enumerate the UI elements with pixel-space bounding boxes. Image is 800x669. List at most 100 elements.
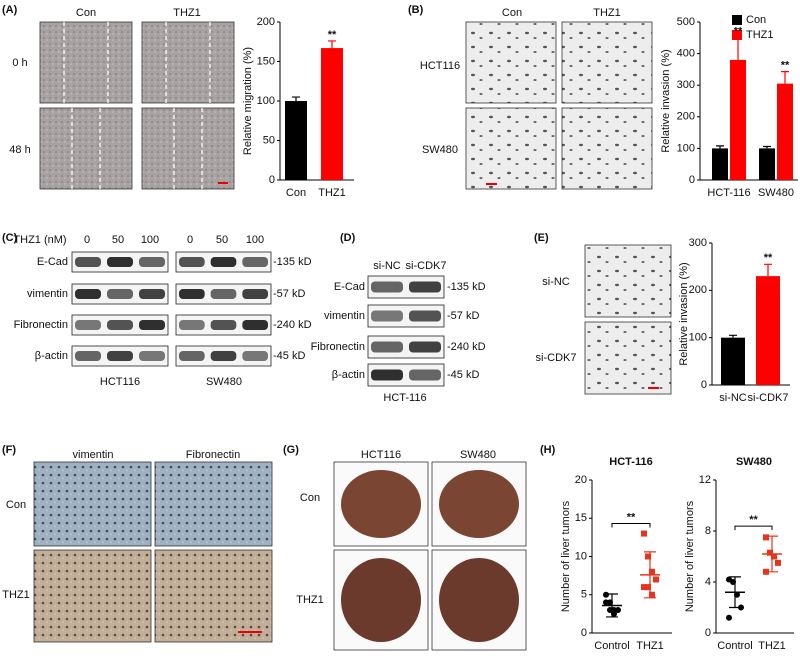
- label: Fibronectin: [186, 449, 240, 461]
- bar: [721, 337, 745, 385]
- y-tick-label: 500: [677, 16, 695, 28]
- point: [767, 549, 773, 556]
- label: si-CDK7: [406, 260, 447, 272]
- blot-band: [107, 320, 133, 330]
- y-tick-label: 0: [689, 174, 695, 186]
- y-tick-label: 12: [699, 474, 711, 486]
- y-tick-label: 200: [257, 16, 275, 28]
- y-tick-label: 20: [575, 474, 587, 486]
- point: [649, 591, 655, 598]
- label: (H): [540, 444, 556, 456]
- point: [775, 559, 781, 566]
- blot-band: [179, 257, 205, 267]
- label: (E): [534, 232, 549, 244]
- blot-band: [75, 257, 101, 267]
- blot-band: [242, 351, 268, 361]
- blot-band: [75, 289, 101, 299]
- label: β-actin: [332, 369, 365, 381]
- blot-band: [210, 257, 237, 267]
- y-axis-label: Number of liver tumors: [684, 500, 696, 612]
- y-tick-label: 300: [689, 237, 707, 249]
- blot-band: [409, 341, 441, 353]
- y-axis-label: Relative invasion (%): [678, 262, 690, 365]
- y-tick-label: 150: [257, 55, 275, 67]
- label: E-Cad: [37, 256, 68, 268]
- label: si-CDK7: [536, 352, 577, 364]
- y-tick-label: 0: [581, 627, 587, 639]
- label: Con: [76, 7, 96, 19]
- label: 100: [246, 234, 264, 246]
- point: [771, 553, 777, 560]
- x-tick-label: SW480: [758, 187, 794, 199]
- blot-band: [242, 289, 268, 299]
- blot-band: [107, 351, 133, 361]
- y-tick-label: 5: [581, 589, 587, 601]
- image-panel: [465, 21, 557, 104]
- label: -240 kD: [447, 341, 486, 353]
- blot-band: [371, 369, 403, 381]
- x-tick-label: Control: [717, 640, 752, 652]
- label: 0: [187, 234, 193, 246]
- y-tick-label: 100: [677, 142, 695, 154]
- x-tick-label: HCT-116: [707, 187, 750, 199]
- x-tick-label: THZ1: [758, 640, 786, 652]
- label: -45 kD: [447, 369, 479, 381]
- legend-label: Con: [746, 14, 766, 26]
- bar: [321, 48, 343, 180]
- label: 100: [141, 234, 159, 246]
- point: [645, 553, 651, 560]
- label: β-actin: [35, 350, 68, 362]
- bracket: [734, 525, 773, 531]
- y-tick-label: 8: [705, 525, 711, 537]
- error-bar: [729, 334, 737, 338]
- y-tick-label: 4: [705, 576, 711, 588]
- label: THZ1: [173, 7, 201, 19]
- label: (F): [2, 444, 16, 456]
- image-panel: [465, 107, 557, 190]
- x-tick-label: si-CDK7: [748, 392, 789, 404]
- y-tick-label: 200: [689, 284, 707, 296]
- blot-band: [75, 351, 101, 361]
- sd-bar: [766, 535, 778, 573]
- bar: [756, 276, 780, 385]
- significance: **: [781, 60, 790, 72]
- blot-band: [210, 289, 237, 299]
- sd-bar: [644, 551, 656, 599]
- image-panel: [141, 21, 235, 104]
- label: (A): [2, 4, 18, 16]
- label: -45 kD: [273, 350, 305, 362]
- error-bar: [764, 263, 772, 277]
- label: 50: [112, 234, 124, 246]
- y-axis-label: Relative invasion (%): [660, 49, 672, 152]
- blot-band: [179, 289, 205, 299]
- point: [603, 591, 609, 598]
- label: HCT116: [361, 449, 401, 461]
- blot-band: [179, 320, 205, 330]
- y-axis-label: Number of liver tumors: [560, 500, 572, 612]
- error-bar: [716, 145, 724, 149]
- image-panel: [33, 549, 152, 643]
- blot-band: [210, 351, 237, 361]
- bar: [777, 83, 793, 180]
- legend-swatch: [732, 30, 742, 40]
- significance: **: [749, 514, 758, 526]
- label: 0: [84, 234, 90, 246]
- liver: [341, 558, 421, 642]
- blot-band: [107, 257, 133, 267]
- label: -240 kD: [273, 319, 312, 331]
- x-tick-label: THZ1: [318, 187, 346, 199]
- blot-band: [179, 351, 205, 361]
- blot-band: [242, 257, 268, 267]
- significance: **: [328, 29, 337, 41]
- y-tick-label: 100: [689, 332, 707, 344]
- y-tick-label: 0: [705, 627, 711, 639]
- label: (G): [283, 444, 299, 456]
- error-bar: [328, 40, 336, 49]
- blot-band: [139, 351, 165, 361]
- label: Con: [6, 499, 26, 511]
- liver: [439, 558, 519, 642]
- liver: [439, 470, 519, 538]
- point: [615, 607, 621, 614]
- label: 50: [216, 234, 228, 246]
